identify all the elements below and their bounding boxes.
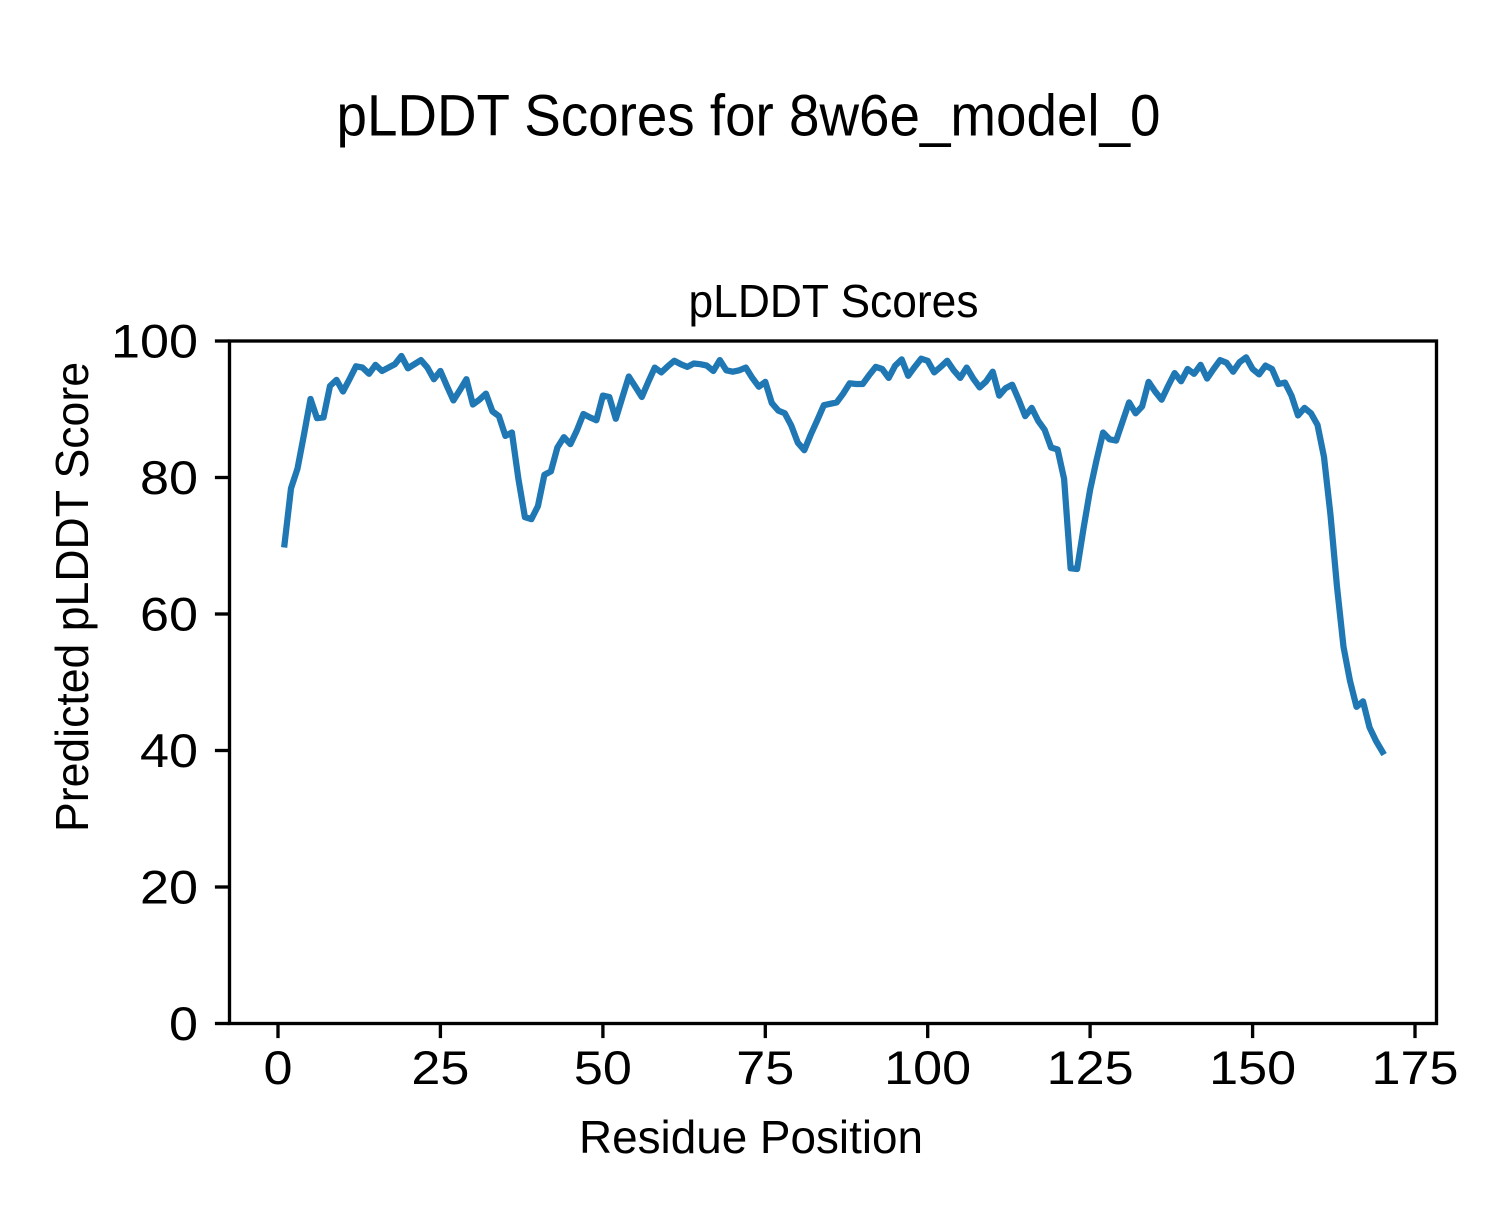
svg-text:25: 25 — [411, 1041, 469, 1094]
svg-text:40: 40 — [140, 724, 198, 777]
svg-text:75: 75 — [736, 1041, 794, 1094]
svg-text:175: 175 — [1372, 1041, 1459, 1094]
svg-text:80: 80 — [140, 451, 198, 504]
svg-text:0: 0 — [169, 997, 198, 1050]
svg-text:150: 150 — [1209, 1041, 1296, 1094]
svg-text:Residue Position: Residue Position — [579, 1111, 923, 1163]
svg-text:125: 125 — [1047, 1041, 1134, 1094]
svg-text:20: 20 — [140, 860, 198, 913]
svg-text:60: 60 — [140, 587, 198, 640]
svg-text:100: 100 — [111, 314, 198, 367]
svg-text:100: 100 — [884, 1041, 971, 1094]
svg-text:50: 50 — [574, 1041, 632, 1094]
svg-text:Predicted pLDDT Score: Predicted pLDDT Score — [46, 362, 98, 832]
svg-text:pLDDT Scores for 8w6e_model_0: pLDDT Scores for 8w6e_model_0 — [337, 84, 1161, 149]
svg-text:pLDDT Scores: pLDDT Scores — [689, 275, 979, 327]
svg-text:0: 0 — [264, 1041, 293, 1094]
